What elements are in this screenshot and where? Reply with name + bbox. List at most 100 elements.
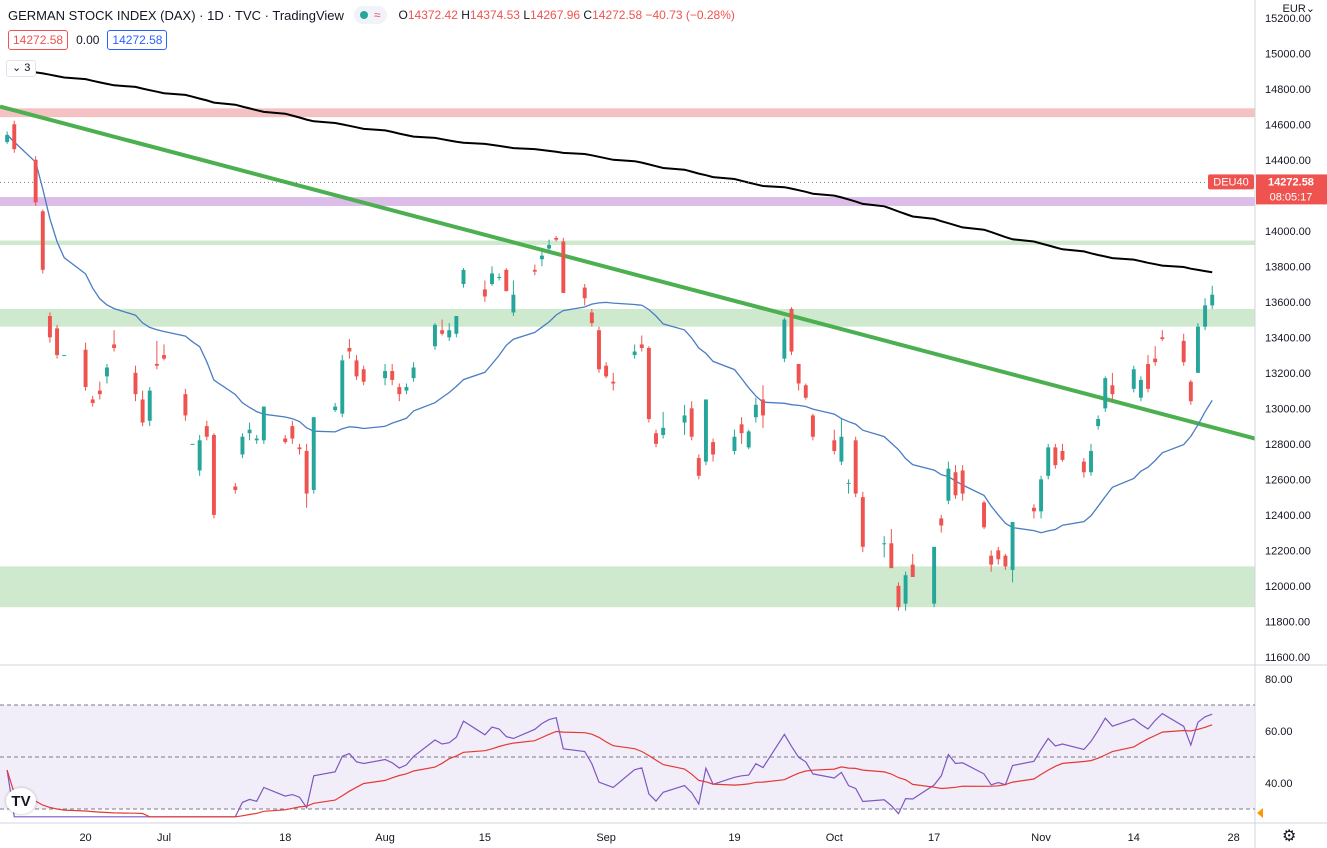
bid-price[interactable]: 14272.58: [8, 30, 69, 50]
symbol-badge-text: DEU40: [1213, 176, 1248, 188]
time-tick-label: Sep: [596, 832, 616, 844]
candle-body: [703, 399, 708, 462]
candle-body: [732, 436, 737, 451]
price-tick-label: 12800.00: [1265, 439, 1311, 451]
candle-body: [789, 308, 794, 352]
candle-body: [297, 447, 302, 450]
time-tick-label: Oct: [826, 832, 843, 844]
candle-body: [561, 241, 566, 293]
candle-body: [1110, 385, 1115, 395]
price-tick-label: 11600.00: [1265, 652, 1310, 664]
candle-body: [140, 399, 145, 423]
candle-body: [1081, 461, 1086, 473]
candle-body: [753, 404, 758, 418]
candle-body: [183, 394, 188, 416]
candle-body: [383, 371, 388, 379]
ma20-line: [6, 134, 1213, 534]
candle-body: [1146, 363, 1151, 389]
trendline: [0, 104, 1256, 441]
chevron-down-icon: ⌄: [12, 62, 22, 74]
price-tick-label: 12400.00: [1265, 510, 1311, 522]
candle-body: [304, 450, 309, 494]
time-tick-label: Nov: [1031, 832, 1051, 844]
candle-body: [611, 381, 616, 384]
candle-body: [311, 417, 316, 491]
candle-body: [646, 347, 651, 419]
candle-body: [461, 269, 466, 285]
candle-body: [511, 294, 516, 313]
candle-body: [240, 436, 245, 455]
price-tick-label: 15200.00: [1265, 13, 1311, 25]
time-tick-label: 28: [1227, 832, 1239, 844]
currency-selector[interactable]: EUR⌄: [1282, 3, 1315, 15]
candle-body: [1160, 337, 1165, 340]
candle-body: [910, 564, 915, 578]
rsi-ma-line: [6, 724, 1213, 818]
candle-body: [12, 124, 17, 150]
market-status-pill[interactable]: ≈: [353, 6, 387, 24]
candle-body: [803, 385, 808, 398]
candle-body: [290, 426, 295, 439]
candle-body: [1188, 381, 1193, 402]
price-tick-label: 12600.00: [1265, 474, 1311, 486]
candle-body: [454, 316, 459, 334]
candle-body: [982, 502, 986, 528]
zone-1: [0, 197, 1255, 206]
last-price-badge: [1256, 174, 1327, 205]
candle-body: [1060, 450, 1065, 460]
candle-body: [532, 269, 537, 272]
price-tick-label: 11800.00: [1265, 616, 1310, 628]
candle-body: [1046, 447, 1051, 476]
candle-body: [1203, 305, 1208, 327]
candle-body: [504, 269, 509, 292]
candle-body: [233, 486, 238, 491]
time-tick-label: Jul: [157, 832, 171, 844]
candle-body: [746, 431, 751, 448]
price-tick-label: 12200.00: [1265, 545, 1311, 557]
candle-body: [589, 312, 594, 324]
candle-body: [90, 399, 95, 404]
rsi-tick-label: 40.00: [1265, 778, 1293, 790]
candle-body: [782, 319, 787, 359]
price-tick-label: 15000.00: [1265, 48, 1311, 60]
price-tick-label: 13400.00: [1265, 332, 1311, 344]
candle-body: [682, 415, 687, 423]
price-tick-label: 13200.00: [1265, 368, 1311, 380]
candle-body: [1031, 507, 1036, 512]
candle-body: [133, 372, 138, 395]
candle-body: [154, 363, 159, 366]
indicators-toggle[interactable]: ⌄ 3: [6, 60, 37, 77]
candle-body: [846, 482, 851, 484]
symbol-title[interactable]: GERMAN STOCK INDEX (DAX) · 1D · TVC · Tr…: [8, 7, 344, 23]
candle-body: [761, 399, 765, 416]
candle-body: [554, 237, 559, 240]
candle-body: [896, 585, 901, 608]
candle-body: [97, 390, 102, 395]
countdown-text: 08:05:17: [1270, 191, 1313, 203]
candle-body: [739, 424, 744, 434]
change-value: −40.73 (−0.28%): [645, 8, 735, 22]
symbol-badge: [1208, 174, 1254, 190]
candle-body: [283, 438, 288, 443]
candle-body: [711, 442, 716, 455]
candle-body: [597, 330, 601, 370]
candle-body: [796, 363, 801, 384]
candle-body: [254, 438, 259, 441]
candle-body: [247, 429, 252, 434]
candle-body: [440, 330, 445, 334]
candle-body: [860, 497, 865, 547]
rsi-marker: [1257, 808, 1263, 818]
price-tick-label: 14800.00: [1265, 84, 1311, 96]
time-tick-label: Aug: [375, 832, 395, 844]
ask-price[interactable]: 14272.58: [107, 30, 168, 50]
candle-body: [47, 316, 52, 338]
candle-body: [62, 355, 67, 357]
rsi-tick-label: 60.00: [1265, 726, 1293, 738]
candle-body: [361, 369, 366, 382]
gear-icon[interactable]: ⚙: [1282, 828, 1297, 845]
candle-body: [689, 408, 694, 437]
candle-body: [411, 367, 416, 379]
tradingview-logo[interactable]: TV: [6, 788, 36, 814]
candle-body: [33, 159, 38, 203]
